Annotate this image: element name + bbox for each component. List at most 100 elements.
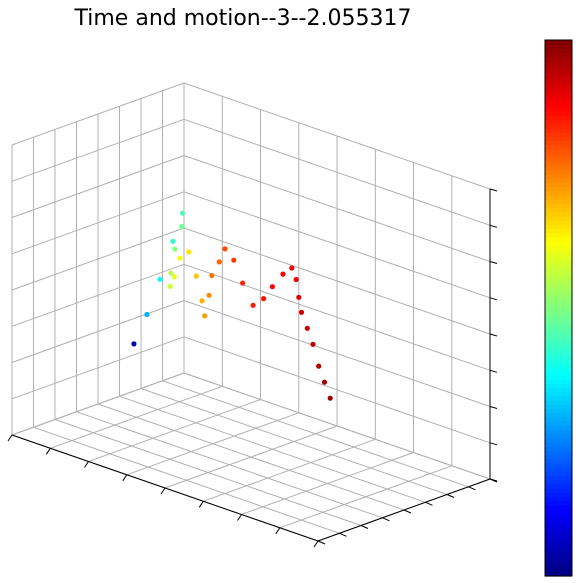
colorbar-segment (545, 391, 572, 397)
grid-line (183, 118, 491, 226)
colorbar-segment (545, 203, 572, 209)
colorbar-segment (545, 303, 572, 309)
colorbar-segment (545, 341, 572, 347)
data-point (289, 265, 295, 271)
y-tick (403, 509, 412, 514)
y-tick (489, 478, 498, 483)
colorbar-segment (545, 370, 572, 376)
colorbar-segment (545, 215, 572, 221)
data-point (240, 280, 246, 286)
colorbar-segment (545, 157, 572, 163)
colorbar-segment (545, 60, 572, 66)
colorbar-segment (545, 299, 572, 305)
colorbar-segment (545, 190, 572, 196)
colorbar-segment (545, 48, 572, 54)
colorbar-segment (545, 161, 572, 167)
colorbar-segment (545, 261, 572, 267)
colorbar-segment (545, 563, 572, 569)
colorbar-segment (545, 349, 572, 355)
colorbar-segment (545, 132, 572, 137)
colorbar-segment (545, 65, 572, 70)
grid-line (279, 465, 452, 529)
grid-line (97, 403, 405, 511)
colorbar-segment (545, 224, 572, 230)
colorbar-segment (545, 513, 572, 518)
grid-line (183, 155, 491, 262)
data-point (186, 249, 192, 255)
data-point (231, 257, 237, 263)
colorbar-segment (545, 140, 572, 146)
colorbar-segment (545, 379, 572, 384)
colorbar-segment (545, 559, 572, 565)
data-point (304, 325, 310, 331)
y-tick (468, 486, 476, 491)
data-point (179, 210, 186, 216)
y-tick (339, 532, 347, 537)
colorbar-segment (545, 40, 572, 45)
grid-line (11, 191, 185, 255)
data-point (261, 296, 267, 302)
colorbar-segment (545, 199, 572, 204)
colorbar-segment (545, 425, 572, 431)
colorbar-segment (545, 207, 572, 213)
colorbar-segment (545, 538, 572, 544)
x-tick (122, 474, 128, 482)
colorbar-segment (545, 458, 572, 464)
colorbar-segment (545, 555, 572, 560)
data-point (144, 311, 150, 318)
colorbar-segment (545, 358, 572, 364)
grid-line (11, 82, 185, 146)
data-point (172, 246, 178, 252)
colorbar-segment (545, 333, 572, 338)
colorbar-segment (545, 421, 572, 426)
colorbar-segment (545, 115, 572, 121)
grid-line (140, 388, 448, 495)
colorbar-segment (545, 446, 572, 451)
z-tick (489, 406, 498, 409)
colorbar-segment (545, 220, 572, 225)
grid-line (183, 191, 491, 299)
colorbar-segment (545, 245, 572, 250)
colorbar-segment (545, 475, 572, 481)
colorbar-segment (545, 52, 572, 58)
colorbar-segment (545, 479, 572, 485)
colorbar-segment (545, 437, 572, 443)
colorbar-segment (545, 81, 572, 87)
grid-line (162, 380, 469, 488)
data-point (170, 238, 176, 244)
x-tick (275, 527, 281, 535)
colorbar-segment (545, 362, 572, 368)
colorbar-segment (545, 270, 572, 276)
colorbar-segment (545, 567, 572, 573)
colorbar-segment (545, 450, 572, 456)
data-point (167, 283, 173, 289)
colorbar-segment (545, 462, 572, 468)
colorbar-segment (545, 504, 572, 510)
colorbar-segment (545, 454, 572, 460)
colorbar-segment (545, 107, 572, 112)
colorbar-segment (545, 467, 572, 472)
data-point (269, 284, 275, 290)
colorbar-segment (545, 383, 572, 389)
colorbar-segment (545, 69, 572, 75)
grid-line (11, 227, 185, 291)
colorbar-segment (545, 257, 572, 263)
colorbar-segment (545, 433, 572, 439)
colorbar-segment (545, 345, 572, 351)
colorbar-segment (545, 534, 572, 539)
colorbar-segment (545, 178, 572, 183)
grid-line (241, 452, 414, 515)
colorbar-segment (545, 77, 572, 83)
colorbar-segment (545, 253, 572, 259)
colorbar-segment (545, 123, 572, 129)
colorbar-segment (545, 228, 572, 234)
colorbar-segment (545, 295, 572, 301)
colorbar-segment (545, 492, 572, 498)
colorbar-segment (545, 521, 572, 527)
y-tick (317, 540, 326, 545)
colorbar-segment (545, 404, 572, 410)
x-tick (45, 448, 51, 455)
y-tick (382, 517, 390, 522)
colorbar-segment (545, 86, 572, 91)
colorbar-segment (545, 241, 572, 246)
